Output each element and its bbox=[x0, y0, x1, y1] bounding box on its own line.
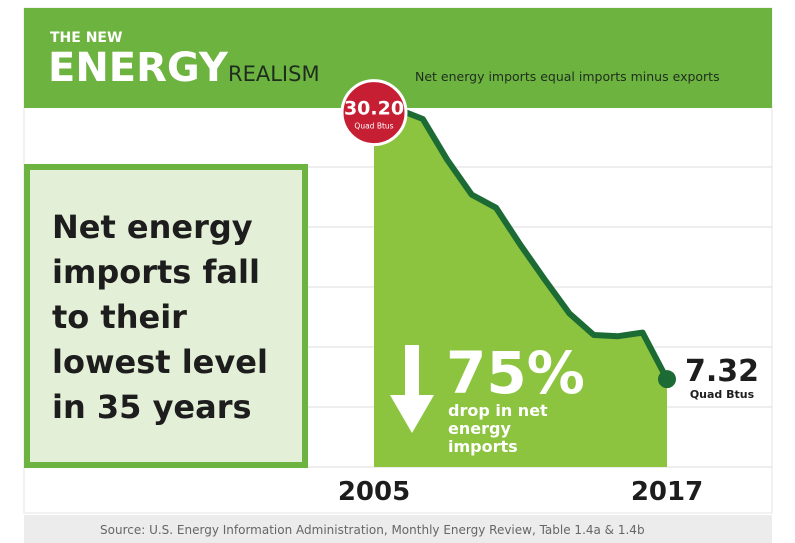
chart-title: ENERGY bbox=[48, 45, 229, 91]
start-unit: Quad Btus bbox=[354, 122, 393, 131]
title-suffix: REALISM bbox=[228, 62, 320, 86]
headline: Net energy imports fall to their lowest … bbox=[52, 208, 268, 426]
change-label: 75% bbox=[446, 339, 585, 407]
x-tick-label: 2017 bbox=[631, 477, 703, 507]
headline-box bbox=[24, 164, 308, 468]
end-unit: Quad Btus bbox=[690, 388, 755, 401]
change-text: drop in net energy imports bbox=[448, 401, 548, 456]
area bbox=[374, 104, 667, 467]
source: Source: U.S. Energy Information Administ… bbox=[100, 523, 645, 537]
down-arrow bbox=[390, 345, 434, 433]
end-marker bbox=[658, 370, 676, 389]
kicker: THE NEW bbox=[50, 30, 122, 46]
line bbox=[373, 101, 670, 381]
end-value-label: 7.32 bbox=[685, 354, 759, 389]
source-band bbox=[24, 515, 772, 543]
start-value-label: 30.20 bbox=[344, 98, 404, 120]
start-marker bbox=[340, 79, 408, 147]
x-tick-label: 2005 bbox=[338, 477, 410, 507]
subtitle: Net energy imports equal imports minus e… bbox=[415, 69, 720, 84]
